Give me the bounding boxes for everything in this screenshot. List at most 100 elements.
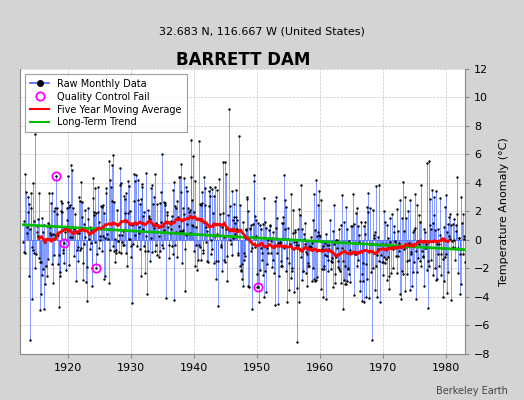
Point [146, 258, 154, 264]
Point [225, 237, 234, 244]
Point [126, 236, 134, 242]
Point [247, 222, 255, 228]
Point [367, 268, 375, 275]
Point [208, 185, 216, 192]
Point [101, 235, 110, 241]
Point [311, 277, 319, 284]
Point [362, 260, 370, 267]
Point [258, 221, 267, 227]
Point [114, 232, 123, 238]
Point [451, 256, 459, 263]
Point [189, 223, 198, 229]
Point [196, 257, 205, 263]
Point [234, 250, 243, 256]
Point [116, 182, 124, 188]
Point [124, 182, 133, 189]
Point [432, 277, 440, 284]
Point [293, 338, 302, 345]
Point [364, 190, 372, 196]
Point [226, 241, 235, 247]
Point [206, 193, 214, 199]
Point [125, 236, 133, 242]
Point [151, 248, 160, 254]
Point [147, 234, 156, 241]
Point [107, 162, 116, 168]
Point [315, 232, 324, 238]
Point [199, 250, 208, 256]
Point [230, 201, 238, 207]
Point [90, 208, 99, 215]
Point [228, 235, 237, 241]
Point [405, 257, 413, 263]
Point [175, 173, 183, 180]
Point [342, 281, 351, 287]
Point [415, 212, 423, 219]
Point [245, 284, 253, 290]
Point [114, 238, 122, 244]
Point [420, 245, 429, 251]
Point [445, 214, 453, 220]
Point [260, 268, 269, 274]
Point [352, 210, 361, 216]
Point [49, 231, 58, 237]
Point [412, 268, 421, 275]
Point [354, 223, 362, 229]
Point [408, 282, 416, 289]
Point [87, 227, 95, 233]
Point [86, 240, 95, 246]
Point [63, 198, 72, 205]
Point [449, 220, 457, 227]
Point [192, 242, 201, 248]
Point [359, 223, 368, 230]
Point [176, 173, 184, 180]
Point [288, 207, 297, 213]
Point [43, 223, 51, 230]
Point [94, 209, 102, 215]
Point [94, 245, 103, 252]
Point [35, 255, 43, 261]
Point [284, 236, 292, 242]
Point [281, 204, 290, 210]
Point [374, 246, 382, 253]
Point [292, 242, 301, 249]
Point [118, 228, 127, 234]
Point [47, 232, 55, 238]
Point [402, 258, 411, 264]
Point [233, 217, 241, 224]
Point [69, 204, 78, 211]
Point [85, 231, 93, 238]
Point [250, 172, 258, 178]
Point [185, 231, 193, 238]
Point [188, 222, 196, 228]
Point [209, 210, 217, 216]
Point [418, 248, 426, 254]
Point [23, 224, 31, 230]
Point [252, 217, 260, 224]
Point [404, 241, 412, 248]
Point [294, 226, 302, 232]
Point [93, 251, 101, 257]
Point [139, 226, 147, 233]
Point [56, 269, 64, 276]
Point [344, 266, 353, 272]
Point [436, 195, 445, 202]
Point [460, 236, 468, 242]
Point [185, 206, 194, 213]
Point [360, 298, 368, 305]
Point [450, 216, 458, 222]
Point [261, 289, 270, 295]
Point [134, 224, 143, 230]
Point [429, 220, 437, 226]
Point [113, 207, 121, 213]
Point [266, 222, 274, 229]
Point [341, 281, 349, 288]
Point [372, 183, 380, 190]
Point [421, 245, 430, 252]
Point [412, 248, 420, 254]
Point [342, 204, 350, 210]
Point [45, 190, 53, 196]
Point [369, 232, 378, 238]
Point [179, 204, 188, 211]
Point [269, 228, 277, 235]
Point [363, 276, 372, 282]
